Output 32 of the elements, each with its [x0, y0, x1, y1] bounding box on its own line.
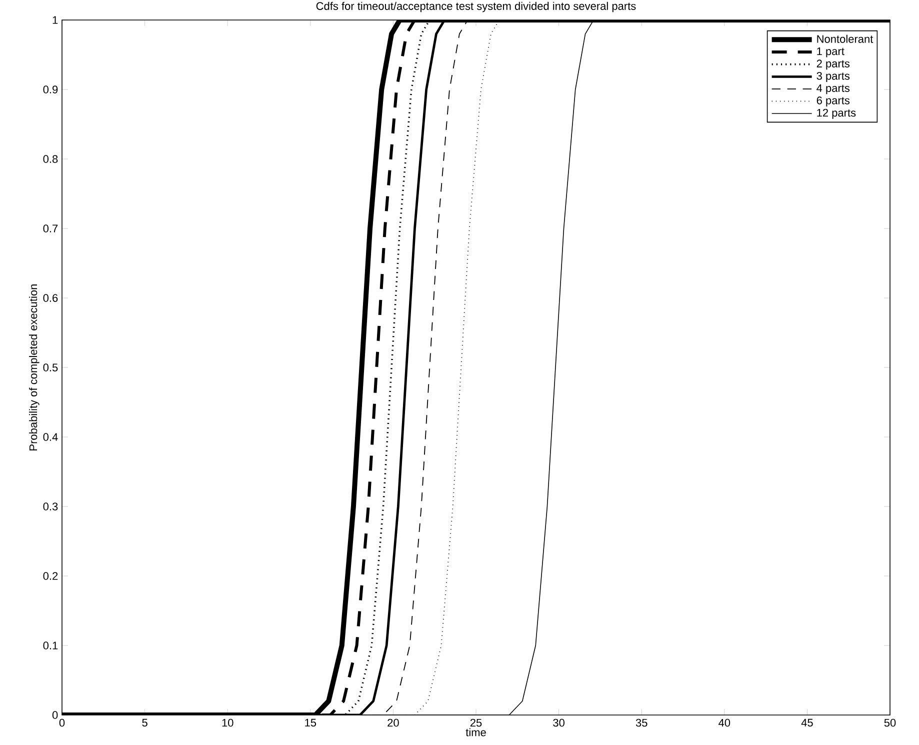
y-tick-label: 0.8: [43, 155, 58, 163]
y-tick-label: 0.9: [43, 86, 58, 94]
legend-label: 1 part: [817, 47, 844, 58]
x-tick-label: 25: [470, 718, 482, 727]
y-tick-label: 0.4: [43, 433, 58, 441]
y-tick-label: 0.3: [43, 502, 58, 510]
y-tick-label: 1: [52, 16, 58, 24]
y-tick-label: 0.2: [43, 572, 58, 580]
x-tick-label: 45: [801, 718, 813, 727]
legend-label: 6 parts: [816, 96, 850, 106]
x-tick-label: 50: [884, 718, 896, 727]
legend-label: 3 parts: [816, 72, 850, 82]
x-tick-label: 5: [142, 718, 148, 727]
x-tick-label: 10: [222, 718, 234, 727]
legend-label: 2 parts: [816, 60, 850, 70]
y-tick-label: 0.1: [43, 642, 58, 650]
legend-label: Nontolerant: [817, 34, 874, 43]
y-tick-label: 0.5: [43, 364, 58, 372]
y-tick-label: 0: [52, 711, 58, 719]
x-tick-label: 35: [636, 718, 648, 727]
chart-title: Cdfs for timeout/acceptance test system divided into several parts: [316, 2, 636, 12]
y-tick-label: 0.6: [43, 294, 58, 302]
x-tick-label: 30: [553, 718, 564, 727]
x-tick-label: 0: [59, 718, 65, 727]
x-axis-title: time: [466, 728, 486, 736]
legend-label: 12 parts: [817, 108, 856, 119]
x-tick-label: 40: [718, 718, 730, 727]
x-tick-label: 15: [305, 718, 316, 727]
y-tick-label: 0.7: [43, 224, 58, 232]
y-axis-title: Probability of completed execution: [29, 284, 40, 450]
x-tick-label: 20: [388, 718, 399, 727]
legend-label: 4 parts: [816, 84, 850, 94]
